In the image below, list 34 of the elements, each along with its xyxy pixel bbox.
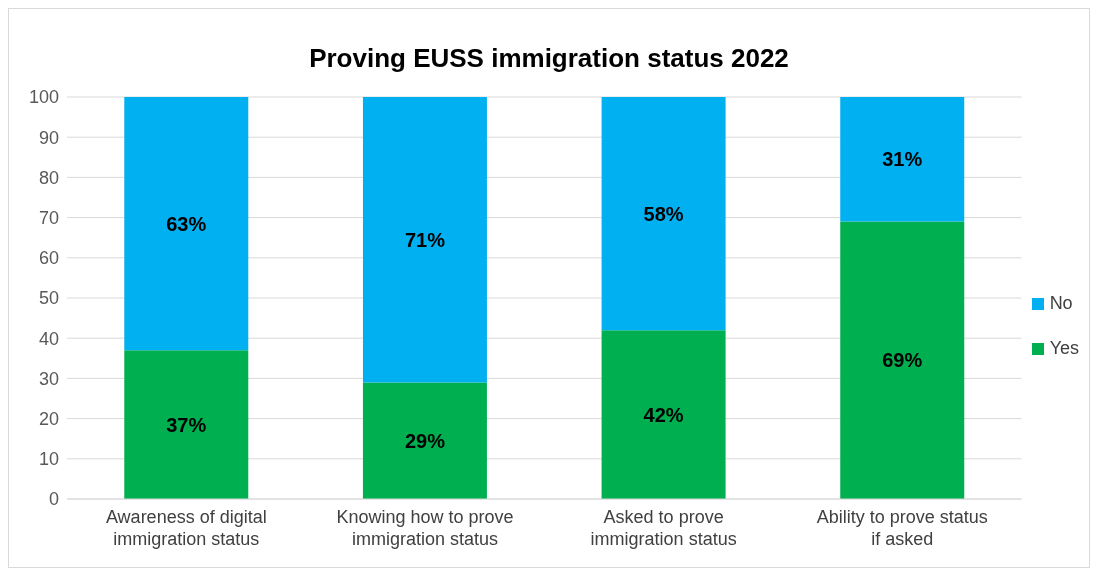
bar (362, 97, 487, 383)
bar (840, 221, 965, 499)
x-tick-label: Awareness of digital immigration status (105, 507, 267, 549)
data-label: 63% (166, 212, 207, 235)
bar (601, 330, 726, 499)
data-label: 37% (166, 413, 207, 436)
bar (362, 382, 487, 499)
data-label: 71% (404, 228, 446, 251)
bar (840, 97, 965, 222)
legend-label: No (1049, 293, 1073, 314)
bar (124, 97, 249, 351)
y-tick-label: 40 (38, 328, 59, 349)
y-tick-label: 90 (38, 127, 59, 148)
bar (601, 97, 726, 331)
y-tick-label: 10 (38, 449, 59, 470)
y-tick-label: 70 (38, 207, 59, 228)
y-tick-label: 0 (48, 489, 59, 510)
y-tick-label: 30 (38, 368, 59, 389)
data-label: 69% (882, 349, 923, 372)
y-tick-label: 80 (38, 167, 59, 188)
chart-title: Proving EUSS immigration status 2022 (308, 42, 790, 75)
bar (124, 350, 249, 499)
legend-label: Yes (1049, 338, 1079, 359)
data-label: 29% (404, 429, 446, 452)
data-label: 31% (882, 148, 923, 171)
y-tick-label: 50 (38, 288, 59, 309)
y-tick-label: 60 (38, 248, 59, 269)
x-tick-label: Knowing how to prove immigration status (336, 507, 514, 549)
y-tick-label: 100 (28, 87, 59, 108)
x-tick-label: Asked to prove immigration status (590, 507, 737, 549)
y-tick-label: 20 (38, 408, 59, 429)
x-tick-label: Ability to prove status if asked (816, 507, 988, 549)
data-label: 58% (643, 202, 684, 225)
data-label: 42% (643, 403, 684, 426)
